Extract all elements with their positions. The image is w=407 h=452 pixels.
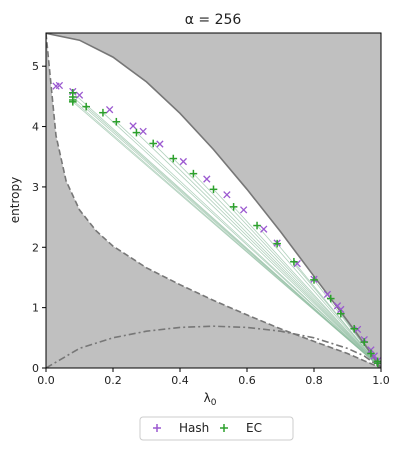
hash-point [156, 140, 164, 148]
ec-point [367, 349, 375, 358]
y-axis: 0 1 2 3 4 5 [32, 60, 46, 375]
ec-point [132, 128, 141, 137]
x-tick-label: 0.4 [171, 374, 189, 387]
x-tick-label: 0.6 [238, 374, 256, 387]
ec-point [373, 359, 382, 367]
fan-line [116, 121, 381, 368]
data-points [52, 81, 382, 367]
fan-line [213, 189, 381, 368]
ec-point [360, 338, 369, 346]
hash-point [55, 81, 64, 90]
ec-point [189, 169, 198, 178]
hash-point [179, 157, 188, 166]
legend-box [139, 416, 294, 441]
region-below-lower-bound [46, 33, 381, 368]
fan-line [293, 261, 381, 368]
x-tick-label: 0.0 [37, 374, 55, 387]
ec-point [310, 276, 318, 284]
fan-line [136, 132, 381, 368]
x-axis-label: λ0 [204, 391, 217, 408]
boundary-curves [46, 33, 381, 368]
ec-point [82, 102, 90, 111]
boundary-curve-dashed [46, 33, 381, 368]
ec-point [253, 221, 261, 230]
ec-point [209, 185, 218, 194]
fan-line [173, 158, 381, 368]
hash-point [129, 122, 137, 130]
legend-marker-hash [153, 424, 161, 432]
y-tick-label: 5 [32, 60, 39, 73]
hash-point [337, 305, 345, 314]
ec-point [169, 154, 178, 163]
hash-point [223, 191, 231, 199]
hash-point [323, 290, 332, 299]
plot-frame [45, 32, 382, 369]
shaded-regions [46, 33, 381, 368]
ec-point [337, 309, 345, 318]
hash-point [260, 225, 268, 233]
hash-point [105, 105, 114, 114]
region-above-upper-bound [46, 33, 381, 368]
fan-line [102, 112, 381, 368]
fan-line [256, 225, 381, 368]
hash-point [239, 206, 248, 214]
ec-point [99, 108, 107, 117]
fan-line [233, 206, 381, 368]
ec-point [149, 139, 157, 148]
x-tick-label: 0.2 [104, 374, 122, 387]
x-tick-label: 1.0 [372, 374, 390, 387]
fan-line [193, 173, 381, 368]
x-axis: 0.0 0.2 0.4 0.6 0.8 1.0 [37, 368, 390, 387]
ec-point [326, 294, 335, 303]
hash-point [139, 127, 147, 136]
fan-line [72, 99, 381, 368]
y-tick-label: 3 [32, 181, 39, 194]
ec-point [112, 117, 121, 126]
ec-point [69, 96, 77, 104]
ec-point [229, 203, 238, 211]
chart-title: α = 256 [185, 12, 242, 28]
legend-label-hash: Hash [179, 421, 209, 435]
fan-line [85, 106, 381, 368]
x-axis-label-subscript: 0 [211, 398, 217, 408]
x-tick-label: 0.8 [305, 374, 323, 387]
y-tick-label: 1 [32, 302, 39, 315]
legend-label-ec: EC [246, 421, 262, 435]
hash-point [203, 175, 211, 183]
legend: Hash EC [139, 416, 294, 441]
ec-point [290, 257, 298, 266]
boundary-curve-solid [46, 33, 381, 368]
y-tick-label: 4 [32, 121, 39, 134]
ec-point [273, 239, 281, 248]
y-axis-label: entropy [8, 177, 22, 223]
y-tick-label: 2 [32, 241, 39, 254]
hash-point [75, 91, 84, 99]
fan-line [152, 143, 381, 368]
y-tick-label: 0 [32, 362, 39, 375]
ec-point [350, 324, 358, 333]
legend-marker-ec [220, 424, 228, 432]
